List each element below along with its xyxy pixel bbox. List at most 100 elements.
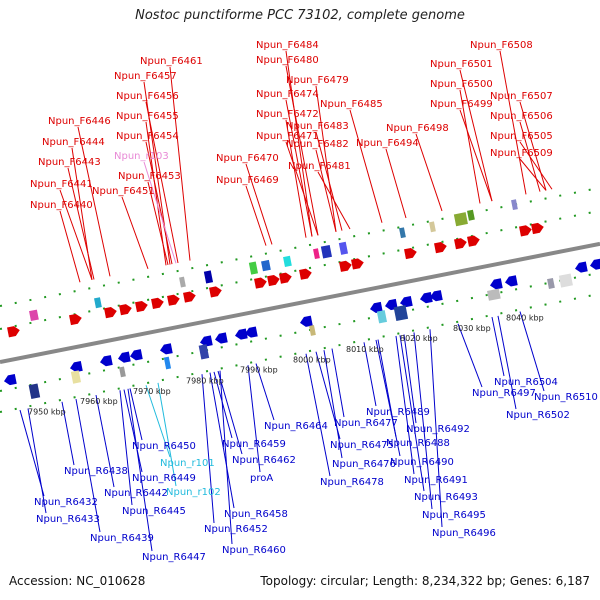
leader-lines: [19, 50, 553, 552]
gene-block-7: [313, 248, 320, 260]
forward-leader-16: [285, 99, 313, 237]
forward-gene-label-19: Npun_F6483: [286, 121, 349, 132]
gene-block-20: [487, 288, 501, 301]
reverse-leader-33: [519, 311, 545, 392]
gene-block-8: [320, 244, 332, 259]
forward-leader-6: [147, 181, 169, 266]
reverse-gene-label-3: Npun_R6439: [90, 533, 154, 544]
gene-block-17: [309, 325, 316, 336]
reverse-gene-label-5: Npun_R6445: [122, 506, 186, 517]
forward-gene-8: [209, 286, 222, 298]
reverse-gene-label-14: Npun_R6460: [222, 545, 286, 556]
reverse-gene-label-27: Npun_R6493: [414, 492, 478, 503]
forward-leader-10: [67, 167, 95, 280]
forward-gene-label-15: Npun_F6479: [286, 75, 349, 86]
reverse-leader-1: [27, 408, 47, 514]
kbp-label-9: 8040 kbp: [506, 313, 544, 322]
forward-gene-label-5: Npun_r103: [114, 151, 169, 162]
reverse-leader-26: [403, 334, 417, 424]
reverse-leader-10: [157, 382, 177, 487]
forward-leader-14: [285, 65, 319, 236]
forward-gene-label-14: Npun_F6480: [256, 55, 319, 66]
forward-gene-1: [69, 313, 82, 326]
kbp-label-2: 7970 kbp: [133, 387, 171, 396]
forward-gene-label-32: Npun_F6505: [490, 131, 553, 142]
kbp-label-1: 7960 kbp: [80, 397, 118, 406]
reverse-gene-label-33: Npun_R6510: [534, 392, 598, 403]
reverse-leader-0: [19, 409, 45, 497]
reverse-gene-9: [245, 326, 258, 338]
forward-leader-8: [77, 126, 111, 277]
reverse-leader-14: [219, 370, 233, 545]
forward-leader-24: [245, 185, 267, 246]
reverse-gene-label-16: Npun_R6464: [264, 421, 328, 432]
gene-block-4: [248, 261, 259, 275]
forward-gene-7: [183, 291, 196, 303]
forward-leader-18: [285, 119, 307, 238]
kbp-label-5: 8000 kbp: [293, 355, 331, 364]
gene-block-3: [203, 270, 214, 284]
forward-gene-0: [7, 326, 20, 338]
forward-gene-label-3: Npun_F6455: [116, 111, 179, 122]
forward-leader-11: [59, 189, 93, 281]
gene-block-15: [70, 370, 82, 384]
forward-gene-label-33: Npun_F6494: [356, 138, 419, 149]
forward-gene-label-31: Npun_F6498: [386, 123, 449, 134]
gene-block-16: [198, 344, 210, 360]
reverse-leader-24: [375, 339, 401, 457]
forward-gene-label-17: Npun_F6485: [320, 99, 383, 110]
reverse-gene-label-24: Npun_R6490: [390, 457, 454, 468]
reverse-gene-10: [300, 315, 313, 327]
forward-leader-29: [459, 109, 493, 202]
reverse-gene-11: [370, 301, 383, 314]
forward-gene-20: [531, 222, 544, 235]
reverse-gene-label-13: Npun_R6459: [222, 439, 286, 450]
forward-leader-22: [245, 163, 273, 245]
forward-gene-label-25: Npun_F6508: [470, 40, 533, 51]
backbone-line: [0, 241, 600, 364]
forward-gene-5: [151, 297, 164, 309]
reverse-leader-17: [247, 365, 261, 473]
reverse-leader-15: [217, 370, 243, 455]
kbp-label-0: 7950 kbp: [28, 407, 66, 416]
reverse-leader-19: [323, 350, 343, 459]
forward-leader-25: [499, 50, 527, 195]
forward-gene-9: [254, 277, 267, 289]
reverse-gene-19: [590, 258, 600, 270]
gene-block-22: [558, 273, 573, 288]
forward-gene-18: [467, 235, 480, 247]
forward-leader-27: [459, 89, 481, 204]
forward-gene-4: [135, 300, 148, 313]
forward-gene-13: [339, 260, 352, 272]
forward-gene-label-0: Npun_F6461: [140, 56, 203, 67]
reverse-gene-label-8: Npun_R6450: [132, 441, 196, 452]
forward-leader-21: [315, 149, 337, 232]
reverse-leader-20: [331, 348, 345, 418]
reverse-gene-7: [215, 332, 228, 344]
forward-leader-0: [169, 66, 191, 261]
forward-leader-17: [349, 109, 383, 223]
forward-leader-12: [59, 210, 81, 283]
reverse-gene-label-30: Npun_R6497: [472, 388, 536, 399]
forward-leader-7: [121, 196, 149, 270]
forward-leader-32: [519, 141, 553, 190]
reverse-gene-label-6: Npun_R6447: [142, 552, 206, 563]
reverse-gene-label-12: Npun_R6458: [224, 509, 288, 520]
reverse-leader-13: [213, 371, 233, 439]
reverse-gene-label-0: Npun_R6432: [34, 497, 98, 508]
forward-gene-11: [279, 272, 292, 284]
reverse-leader-9: [145, 385, 171, 458]
genome-summary: Topology: circular; Length: 8,234,322 bp…: [260, 574, 590, 588]
gene-block-18: [376, 310, 388, 324]
reverse-gene-label-28: Npun_R6495: [422, 510, 486, 521]
forward-gene-label-30: Npun_F6506: [490, 111, 553, 122]
reverse-leader-32: [491, 316, 505, 377]
reverse-leader-7: [123, 389, 143, 473]
reverse-gene-0: [4, 373, 17, 386]
reverse-leader-30: [457, 323, 483, 388]
reverse-gene-label-21: Npun_R6478: [320, 477, 384, 488]
gene-block-23: [28, 383, 41, 399]
forward-leader-4: [145, 141, 173, 265]
reverse-leader-11: [201, 374, 215, 524]
